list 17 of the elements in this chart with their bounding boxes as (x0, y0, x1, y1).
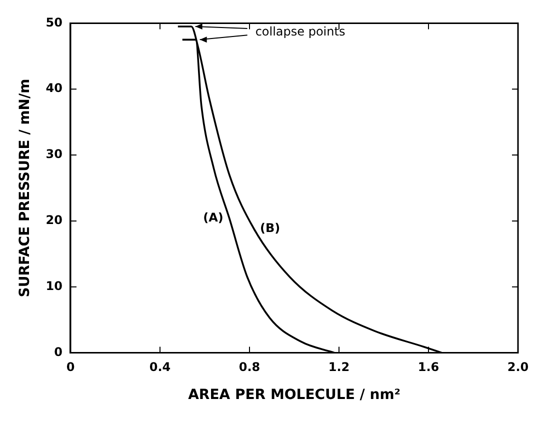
series-label: (B) (260, 220, 280, 235)
y-tick-label: 30 (46, 147, 62, 162)
y-axis-title: SURFACE PRESSURE / mN/m (17, 78, 34, 298)
y-tick-label: 20 (46, 213, 62, 228)
series-label: (A) (203, 210, 224, 224)
y-tick-label: 0 (54, 344, 62, 359)
y-tick-label: 50 (46, 15, 62, 30)
x-tick-label: 2.0 (507, 360, 529, 374)
annotation: collapse points (255, 24, 346, 39)
y-tick-label: 40 (46, 81, 62, 96)
x-tick-label: 0 (66, 360, 75, 374)
x-axis-title: AREA PER MOLECULE / nm² (188, 387, 400, 404)
y-tick-label: 10 (46, 279, 62, 294)
x-tick-label: 1.2 (328, 360, 350, 374)
x-tick-label: 0.4 (149, 360, 171, 374)
x-tick-label: 1.6 (418, 360, 440, 374)
x-tick-label: 0.8 (238, 360, 260, 374)
